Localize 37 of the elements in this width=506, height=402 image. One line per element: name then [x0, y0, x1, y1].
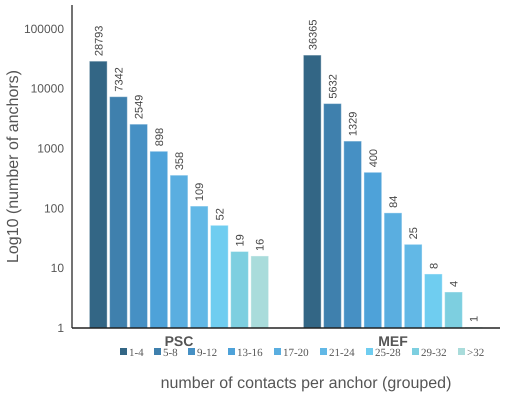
data-label: 16: [254, 238, 267, 251]
data-label: 400: [368, 148, 380, 168]
data-label: 2549: [134, 94, 146, 120]
data-label: 7342: [113, 67, 126, 92]
legend-label: 1-4: [129, 347, 144, 359]
legend-label: 29-32: [421, 347, 447, 359]
data-label: 19: [234, 234, 247, 246]
data-label: 898: [154, 128, 166, 146]
y-tick-label: 100000: [24, 22, 64, 36]
legend-label: 5-8: [163, 347, 178, 359]
x-tick-label: PSC: [164, 333, 194, 349]
legend-label: 25-28: [375, 347, 402, 359]
legend-label: 21-24: [329, 347, 356, 359]
data-label: 1: [468, 316, 481, 322]
y-tick-label: 1000: [37, 141, 64, 156]
data-label: 8: [428, 262, 440, 269]
data-label: 4: [448, 280, 461, 287]
legend-label: 17-20: [283, 347, 310, 359]
legend-label: >32: [467, 347, 484, 359]
y-tick-label: 10000: [30, 82, 64, 96]
data-label: 36365: [307, 20, 320, 50]
data-label: 1329: [348, 112, 360, 136]
data-label: 84: [388, 196, 400, 208]
y-tick-label: 10: [50, 261, 64, 276]
data-label: 28793: [93, 26, 106, 56]
y-axis-title: Log10 (number of anchors): [5, 70, 22, 263]
y-tick-label: 100: [44, 201, 64, 216]
data-label: 5632: [327, 74, 340, 99]
y-tick-label: 1: [57, 321, 64, 335]
data-label: 25: [408, 227, 420, 240]
legend-label: 13-16: [237, 347, 264, 359]
x-axis-title: number of contacts per anchor (grouped): [160, 375, 452, 392]
data-label: 358: [174, 152, 186, 170]
legend-label: 9-12: [197, 347, 218, 359]
data-label: 52: [214, 208, 226, 220]
data-label: 109: [194, 182, 206, 202]
x-tick-label: MEF: [378, 333, 408, 349]
